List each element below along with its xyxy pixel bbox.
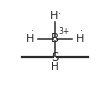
Text: H: H bbox=[26, 34, 34, 44]
Text: B: B bbox=[51, 32, 59, 45]
Text: 3+: 3+ bbox=[59, 27, 70, 36]
Text: H: H bbox=[76, 34, 84, 44]
Text: ·: · bbox=[31, 27, 33, 36]
Text: H: H bbox=[51, 62, 59, 72]
Text: ·: · bbox=[58, 10, 61, 19]
Text: ·: · bbox=[80, 27, 82, 36]
Text: S: S bbox=[51, 51, 59, 64]
Text: H: H bbox=[50, 11, 58, 21]
